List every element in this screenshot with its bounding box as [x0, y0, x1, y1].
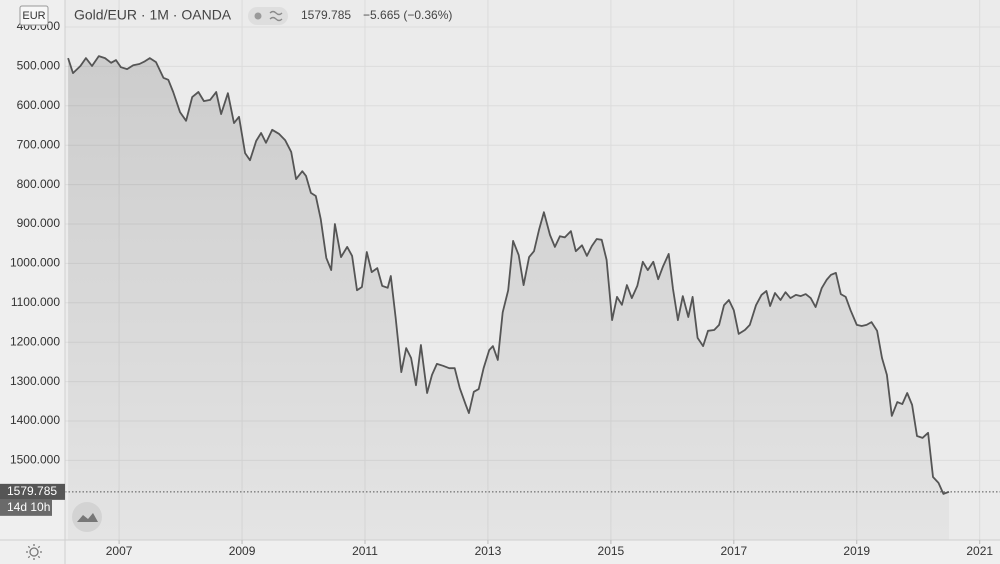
- labels: 400.000500.000600.000700.000800.000900.0…: [0, 19, 993, 558]
- x-tick-label: 2019: [843, 544, 870, 558]
- status-icon: [269, 10, 283, 22]
- x-tick-label: 2007: [106, 544, 133, 558]
- y-tick-label: 1300.000: [10, 374, 60, 388]
- area-fill: [68, 56, 950, 540]
- last-price-label: 1579.785: [7, 484, 57, 498]
- status-pill[interactable]: [248, 7, 288, 25]
- y-tick-label: 500.000: [17, 59, 61, 73]
- price-line: [67, 55, 950, 495]
- x-tick-label: 2017: [720, 544, 747, 558]
- y-tick-label: 1500.000: [10, 453, 60, 467]
- y-tick-label: 600.000: [17, 98, 61, 112]
- y-tick-label: 1100.000: [11, 295, 60, 309]
- marks: [65, 55, 1000, 540]
- x-tick-label: 2015: [598, 544, 625, 558]
- x-tick-label: 2013: [475, 544, 502, 558]
- currency: EUR: [22, 10, 45, 22]
- y-tick-label: 1400.000: [10, 413, 60, 427]
- y-tick-label: 900.000: [17, 216, 61, 230]
- settings-icon[interactable]: [26, 544, 42, 560]
- y-tick-label: 800.000: [17, 177, 61, 191]
- countdown: 14d 10h: [7, 500, 50, 514]
- y-tick-label: 1200.000: [10, 334, 60, 348]
- y-tick-label: 700.000: [17, 137, 61, 151]
- x-tick-label: 2021: [966, 544, 993, 558]
- status-dot: [254, 12, 262, 20]
- last-price: 1579.785: [301, 8, 351, 22]
- last-price-box: [0, 483, 65, 500]
- countdown-box: [0, 499, 52, 516]
- logo[interactable]: [72, 502, 102, 532]
- logo-icon: [77, 513, 98, 522]
- x-tick-label: 2011: [352, 544, 378, 558]
- symbol: Gold/EUR · 1M · OANDA: [74, 7, 232, 23]
- x-tick-label: 2009: [229, 544, 256, 558]
- y-tick-label: 1000.000: [10, 256, 60, 270]
- change: −5.665 (−0.36%): [363, 8, 452, 22]
- currency-badge[interactable]: [19, 5, 49, 26]
